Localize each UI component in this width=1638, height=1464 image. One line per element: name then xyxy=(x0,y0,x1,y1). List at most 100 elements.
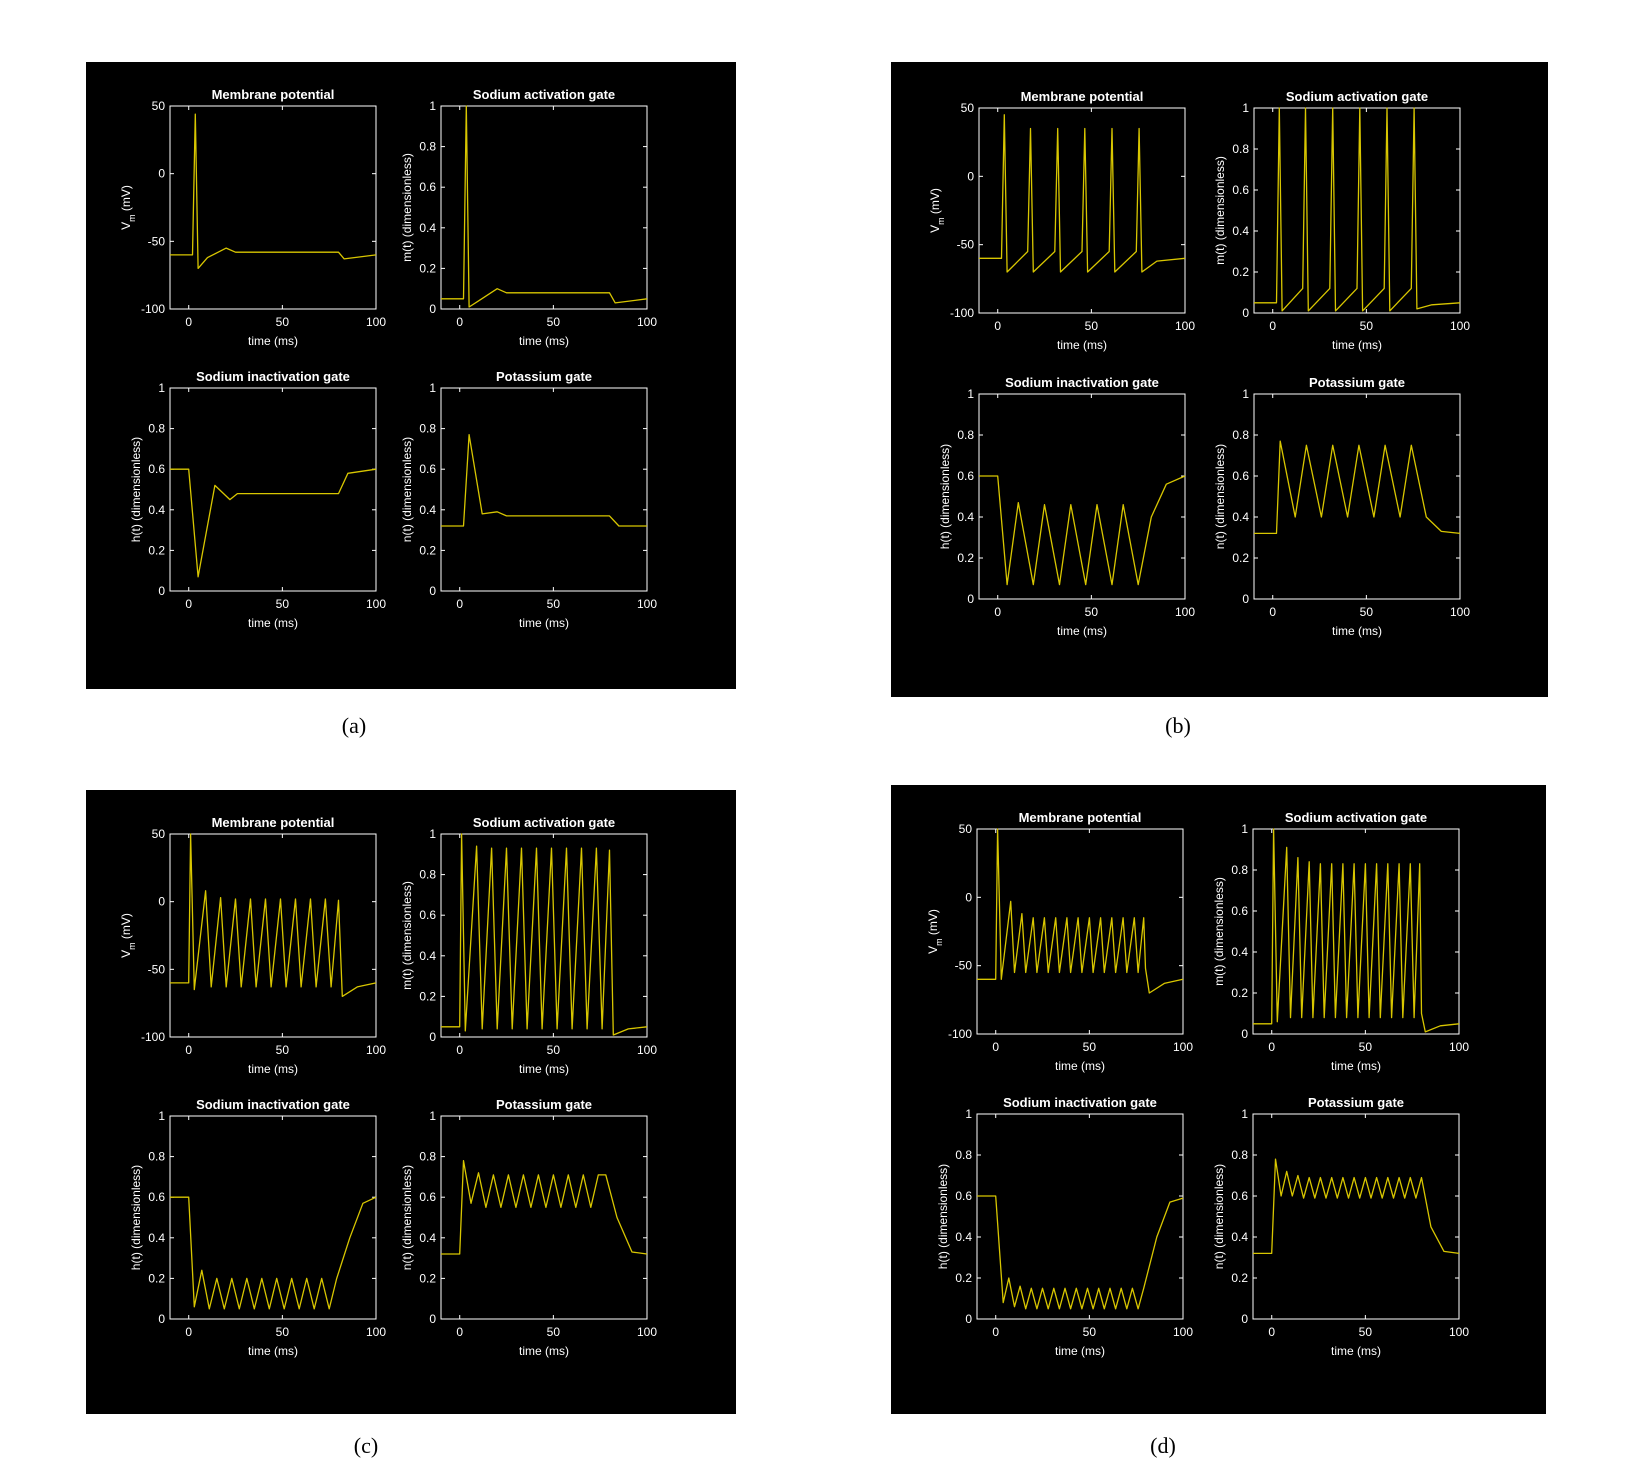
y-axis-label: m(t) (dimensionless) xyxy=(400,153,414,262)
y-tick-label: 50 xyxy=(152,827,166,841)
x-tick-label: 50 xyxy=(547,315,561,329)
y-tick-label: 1 xyxy=(429,827,436,841)
y-tick-label: 1 xyxy=(965,1107,972,1121)
subplot-potassium-gate: 0 50 100 0 0.2 0.4 0.6 0.8 1 Potassium gate time (… xyxy=(1213,375,1470,638)
x-tick-label: 100 xyxy=(637,1043,657,1057)
x-tick-label: 0 xyxy=(1268,1040,1275,1054)
y-tick-label: 0.2 xyxy=(419,989,436,1003)
axes-box xyxy=(169,1115,377,1320)
y-tick-label: 0.2 xyxy=(148,543,165,557)
y-tick-label: 0 xyxy=(965,890,972,904)
trace-potassium-gate xyxy=(1253,1158,1460,1255)
y-tick-label: 0 xyxy=(158,1312,165,1326)
x-axis-label: time (ms) xyxy=(519,1062,569,1076)
x-tick-label: 50 xyxy=(1083,1040,1097,1054)
subplot-title: Potassium gate xyxy=(1308,1095,1404,1110)
y-tick-label: 0.2 xyxy=(1232,551,1249,565)
y-tick-label: 0 xyxy=(1242,592,1249,606)
axes-box xyxy=(976,828,1184,1035)
subplot-sodium-activation-gate: 0 50 100 0 0.2 0.4 0.6 0.8 1 Sodium activation ga… xyxy=(400,815,657,1076)
x-tick-label: 50 xyxy=(1360,605,1374,619)
trace-sodium-activation-gate xyxy=(441,833,648,1036)
y-tick-label: 0.2 xyxy=(419,261,436,275)
axes-box xyxy=(1252,1113,1460,1320)
y-tick-label: 0.6 xyxy=(419,1190,436,1204)
y-tick-label: 1 xyxy=(967,387,974,401)
y-tick-label: 0 xyxy=(1241,1027,1248,1041)
subplot-title: Sodium inactivation gate xyxy=(196,369,350,384)
y-tick-label: 0.2 xyxy=(419,1271,436,1285)
subplot-sodium-activation-gate: 0 50 100 0 0.2 0.4 0.6 0.8 1 Sodium activation ga… xyxy=(1213,89,1470,352)
y-tick-label: 0.4 xyxy=(419,221,436,235)
x-tick-label: 50 xyxy=(276,1325,290,1339)
y-axis-label: h(t) (dimensionless) xyxy=(938,444,952,549)
panel-a-caption: (a) xyxy=(341,713,367,738)
y-tick-label: 0.8 xyxy=(1232,142,1249,156)
y-tick-label: 0.6 xyxy=(955,1189,972,1203)
axes-box xyxy=(440,105,648,310)
x-tick-label: 100 xyxy=(637,315,657,329)
axes-box xyxy=(440,1115,648,1320)
y-tick-label: 0.6 xyxy=(1231,1189,1248,1203)
y-tick-label: 0.8 xyxy=(419,1150,436,1164)
subplot-title: Sodium inactivation gate xyxy=(1005,375,1159,390)
trace-sodium-inactivation-gate xyxy=(979,475,1186,586)
y-tick-label: 0 xyxy=(429,584,436,598)
y-tick-label: 1 xyxy=(429,1109,436,1123)
axes-box xyxy=(440,387,648,592)
subplot-title: Membrane potential xyxy=(212,815,335,830)
y-tick-label: 0 xyxy=(158,895,165,909)
y-tick-label: 1 xyxy=(1242,387,1249,401)
x-axis-label: time (ms) xyxy=(1055,1059,1105,1073)
y-tick-label: 0.8 xyxy=(1231,1148,1248,1162)
y-tick-label: 0 xyxy=(429,302,436,316)
x-axis-label: time (ms) xyxy=(1055,1344,1105,1358)
x-tick-label: 100 xyxy=(1173,1040,1193,1054)
panel-c-caption: (c) xyxy=(353,1433,379,1458)
subplot-potassium-gate: 0 50 100 0 0.2 0.4 0.6 0.8 1 Potassium gate time (… xyxy=(1212,1095,1469,1358)
x-tick-label: 100 xyxy=(1173,1325,1193,1339)
y-tick-label: 0 xyxy=(158,167,165,181)
trace-potassium-gate xyxy=(1254,440,1461,535)
y-tick-label: 0.6 xyxy=(957,469,974,483)
subplot-membrane-potential: 0 50 100 -100 -50 0 50 Membrane potential time (… xyxy=(928,89,1195,352)
x-tick-label: 50 xyxy=(1360,319,1374,333)
axes-box xyxy=(978,107,1186,314)
y-tick-label: 0.6 xyxy=(148,1190,165,1204)
y-tick-label: 0.4 xyxy=(148,503,165,517)
y-tick-label: 0.8 xyxy=(419,140,436,154)
y-tick-label: 0.2 xyxy=(419,543,436,557)
y-tick-label: 1 xyxy=(429,381,436,395)
y-tick-label: 0.4 xyxy=(1232,510,1249,524)
y-tick-label: 0.4 xyxy=(957,510,974,524)
x-tick-label: 50 xyxy=(1083,1325,1097,1339)
y-tick-label: 0 xyxy=(967,592,974,606)
x-tick-label: 0 xyxy=(992,1040,999,1054)
y-tick-label: 0.2 xyxy=(1231,1271,1248,1285)
y-tick-label: 50 xyxy=(959,822,973,836)
y-tick-label: -100 xyxy=(141,1030,165,1044)
y-tick-label: -100 xyxy=(141,302,165,316)
subplot-title: Sodium activation gate xyxy=(473,815,615,830)
x-axis-label: time (ms) xyxy=(248,334,298,348)
y-tick-label: 0.4 xyxy=(419,949,436,963)
axes-box xyxy=(976,1113,1184,1320)
subplot-title: Sodium activation gate xyxy=(1286,89,1428,104)
subplot-sodium-inactivation-gate: 0 50 100 0 0.2 0.4 0.6 0.8 1 Sodium inactivation … xyxy=(938,375,1195,638)
y-tick-label: 0.8 xyxy=(955,1148,972,1162)
y-tick-label: 0.8 xyxy=(419,868,436,882)
y-tick-label: -50 xyxy=(148,962,166,976)
panel-c-plots: 0 50 100 -100 -50 0 50 Membrane potential time (… xyxy=(119,815,657,1358)
y-tick-label: 0.8 xyxy=(148,422,165,436)
x-tick-label: 50 xyxy=(1359,1040,1373,1054)
x-tick-label: 100 xyxy=(1450,319,1470,333)
x-axis-label: time (ms) xyxy=(1331,1059,1381,1073)
x-tick-label: 0 xyxy=(994,319,1001,333)
y-tick-label: 0.4 xyxy=(955,1230,972,1244)
y-axis-label: h(t) (dimensionless) xyxy=(129,1165,143,1270)
subplot-sodium-inactivation-gate: 0 50 100 0 0.2 0.4 0.6 0.8 1 Sodium inactivation … xyxy=(129,1097,386,1358)
subplot-sodium-activation-gate: 0 50 100 0 0.2 0.4 0.6 0.8 1 Sodium activation ga… xyxy=(1212,810,1469,1073)
x-tick-label: 100 xyxy=(637,1325,657,1339)
x-axis-label: time (ms) xyxy=(519,334,569,348)
